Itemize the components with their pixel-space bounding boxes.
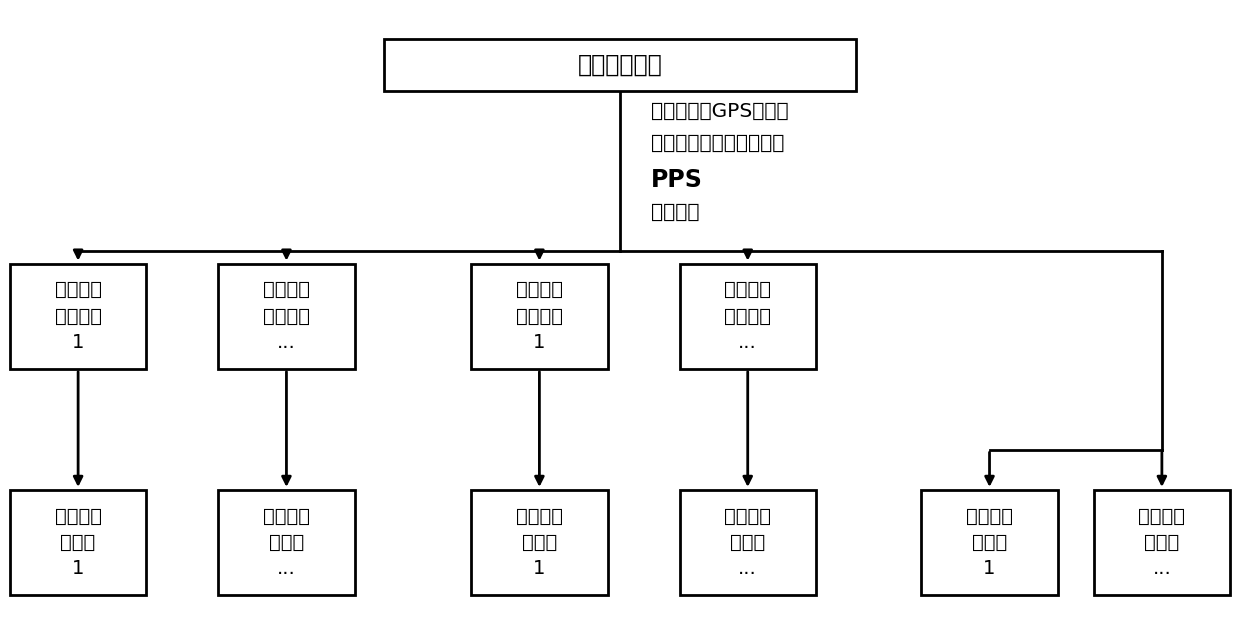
Text: 主动同步
传感器
...: 主动同步 传感器 ... <box>263 507 310 578</box>
FancyBboxPatch shape <box>10 490 146 595</box>
Text: 被动同步
控制电路
...: 被动同步 控制电路 ... <box>724 280 771 352</box>
Text: 被动同步
传感器
...: 被动同步 传感器 ... <box>724 507 771 578</box>
Text: 距离脉冲: 距离脉冲 <box>651 203 699 221</box>
Text: 被动同步
控制电路
1: 被动同步 控制电路 1 <box>516 280 563 352</box>
FancyBboxPatch shape <box>384 38 856 91</box>
FancyBboxPatch shape <box>471 264 608 369</box>
FancyBboxPatch shape <box>471 490 608 595</box>
FancyBboxPatch shape <box>10 264 146 369</box>
FancyBboxPatch shape <box>680 264 816 369</box>
FancyBboxPatch shape <box>218 264 355 369</box>
Text: 时空基准电路: 时空基准电路 <box>578 53 662 77</box>
FancyBboxPatch shape <box>218 490 355 595</box>
Text: 主动同步
控制电路
1: 主动同步 控制电路 1 <box>55 280 102 352</box>
Text: 授时同步
传感器
...: 授时同步 传感器 ... <box>1138 507 1185 578</box>
FancyBboxPatch shape <box>680 490 816 595</box>
Text: 主动同步
控制电路
...: 主动同步 控制电路 ... <box>263 280 310 352</box>
Text: 主动同步
传感器
1: 主动同步 传感器 1 <box>55 507 102 578</box>
Text: 被动同步
传感器
1: 被动同步 传感器 1 <box>516 507 563 578</box>
Text: 定位数据（线性参考系）: 定位数据（线性参考系） <box>651 135 785 153</box>
FancyBboxPatch shape <box>1094 490 1230 595</box>
Text: PPS: PPS <box>651 168 703 192</box>
FancyBboxPatch shape <box>921 490 1058 595</box>
Text: 时间数据（GPS时间）: 时间数据（GPS时间） <box>651 102 789 121</box>
Text: 授时同步
传感器
1: 授时同步 传感器 1 <box>966 507 1013 578</box>
